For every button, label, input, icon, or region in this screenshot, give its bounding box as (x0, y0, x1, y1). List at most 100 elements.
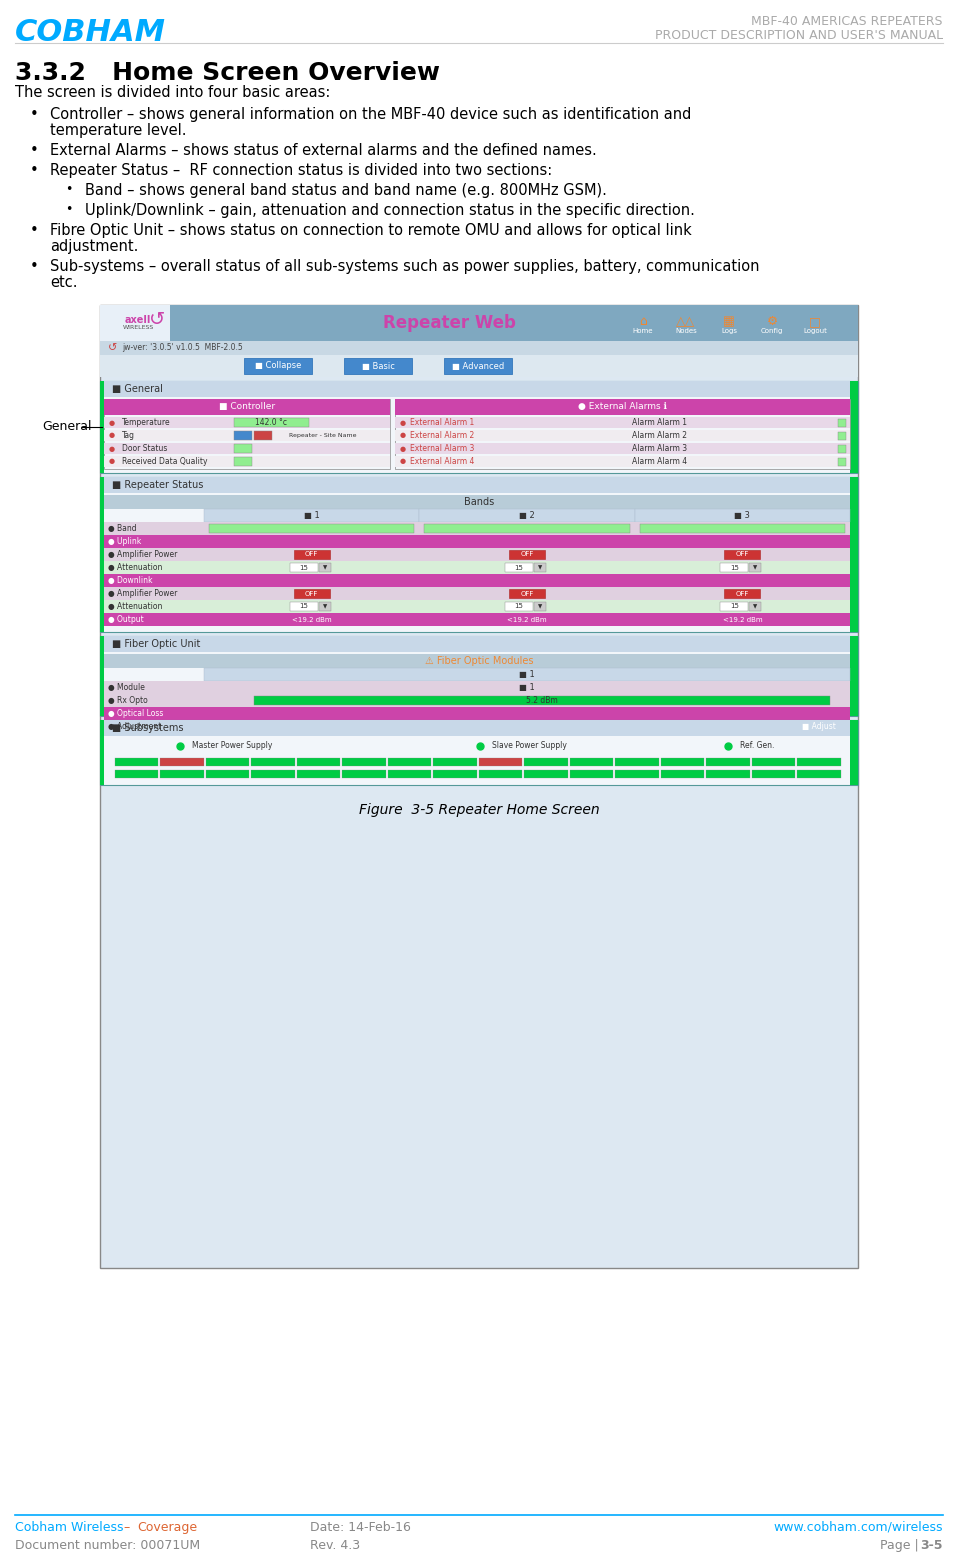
Bar (104, 574, 850, 588)
Bar (234, 417, 309, 427)
Text: Alarm Alarm 2: Alarm Alarm 2 (632, 431, 688, 441)
Text: ●: ● (400, 445, 406, 452)
Bar (724, 589, 761, 599)
Text: 15: 15 (514, 603, 523, 610)
Text: Alarm Alarm 4: Alarm Alarm 4 (632, 456, 688, 466)
Bar (100, 636, 858, 716)
Text: ● Adjustment: ● Adjustment (108, 722, 161, 731)
Text: ▼: ▼ (323, 603, 327, 610)
Text: OFF: OFF (305, 552, 318, 558)
Text: •: • (30, 106, 38, 122)
Bar (104, 588, 850, 600)
Bar (850, 636, 858, 716)
Bar (115, 758, 158, 766)
Bar (661, 771, 704, 778)
Bar (570, 758, 613, 766)
Text: ● Rx Opto: ● Rx Opto (108, 696, 148, 705)
Text: ●: ● (109, 419, 115, 425)
Text: Controller – shows general information on the MBF-40 device such as identificati: Controller – shows general information o… (50, 106, 692, 122)
Bar (797, 771, 841, 778)
Text: ●: ● (109, 445, 115, 452)
Bar (838, 458, 846, 466)
Bar (289, 602, 318, 611)
Text: Logs: Logs (721, 328, 737, 334)
Text: External Alarm 4: External Alarm 4 (410, 456, 474, 466)
Bar (524, 758, 568, 766)
Text: ▼: ▼ (323, 564, 327, 570)
Text: Sub-systems – overall status of all sub-systems such as power supplies, battery,: Sub-systems – overall status of all sub-… (50, 259, 760, 274)
Text: ● Optical Loss: ● Optical Loss (108, 710, 164, 717)
Bar (100, 305, 858, 341)
Bar (104, 653, 850, 667)
Text: ▼: ▼ (537, 603, 542, 610)
Text: ▦: ▦ (723, 316, 735, 328)
Text: OFF: OFF (520, 591, 534, 597)
Bar (100, 477, 858, 631)
Bar (289, 563, 318, 572)
Text: ▼: ▼ (537, 564, 542, 570)
Bar (104, 549, 850, 561)
Bar (100, 341, 858, 355)
Text: ■ 1: ■ 1 (304, 511, 320, 520)
Bar (234, 444, 252, 453)
Text: ●: ● (400, 433, 406, 439)
Bar (640, 524, 845, 533)
Text: ● Amplifier Power: ● Amplifier Power (108, 550, 177, 560)
Text: WIRELESS: WIRELESS (123, 325, 153, 330)
Bar (615, 771, 659, 778)
Text: ■ Advanced: ■ Advanced (452, 361, 504, 370)
Text: adjustment.: adjustment. (50, 239, 138, 255)
Text: 15: 15 (299, 564, 308, 570)
Bar (100, 477, 104, 631)
Text: Temperature: Temperature (122, 417, 171, 427)
Bar (838, 431, 846, 441)
Bar (234, 456, 252, 466)
Text: Fibre Optic Unit – shows status on connection to remote OMU and allows for optic: Fibre Optic Unit – shows status on conne… (50, 224, 692, 238)
Bar (297, 758, 340, 766)
Bar (297, 771, 340, 778)
Bar (661, 758, 704, 766)
Bar (104, 613, 850, 627)
Text: ■ Subsystems: ■ Subsystems (112, 724, 184, 733)
Bar (343, 758, 386, 766)
Text: ■ 1: ■ 1 (519, 683, 535, 692)
Bar (204, 510, 420, 522)
Text: ● Amplifier Power: ● Amplifier Power (108, 589, 177, 599)
Bar (104, 706, 850, 721)
Bar (344, 358, 412, 374)
Text: ● Attenuation: ● Attenuation (108, 602, 162, 611)
Bar (234, 431, 252, 441)
Text: Document number: 00071UM: Document number: 00071UM (15, 1540, 200, 1552)
Text: Door Status: Door Status (122, 444, 168, 453)
Text: ■ Fiber Optic Unit: ■ Fiber Optic Unit (112, 639, 200, 649)
Text: External Alarm 2: External Alarm 2 (410, 431, 474, 441)
Text: Tag: Tag (122, 431, 135, 441)
Text: Repeater - Site Name: Repeater - Site Name (289, 433, 356, 438)
Bar (294, 589, 330, 599)
Text: OFF: OFF (736, 591, 749, 597)
Text: temperature level.: temperature level. (50, 123, 187, 138)
Text: <19.2 dBm: <19.2 dBm (722, 616, 763, 622)
Bar (100, 381, 104, 474)
Bar (570, 771, 613, 778)
Text: ■ General: ■ General (112, 384, 163, 394)
Text: •: • (30, 224, 38, 238)
Text: •: • (65, 183, 73, 195)
Text: Alarm Alarm 3: Alarm Alarm 3 (632, 444, 688, 453)
Text: –: – (120, 1521, 134, 1533)
Bar (434, 771, 477, 778)
Text: OFF: OFF (305, 591, 318, 597)
Text: ■ 1: ■ 1 (519, 671, 535, 678)
Bar (206, 771, 249, 778)
Text: Coverage: Coverage (137, 1521, 197, 1533)
Bar (244, 358, 312, 374)
Text: 15: 15 (730, 603, 739, 610)
Bar (479, 771, 522, 778)
Bar (104, 522, 850, 535)
Bar (534, 563, 546, 572)
Text: Band – shows general band status and band name (e.g. 800MHz GSM).: Band – shows general band status and ban… (85, 183, 606, 199)
Bar (104, 381, 858, 397)
Bar (104, 561, 850, 574)
Text: Ref. Gen.: Ref. Gen. (740, 741, 774, 750)
Text: OFF: OFF (520, 552, 534, 558)
